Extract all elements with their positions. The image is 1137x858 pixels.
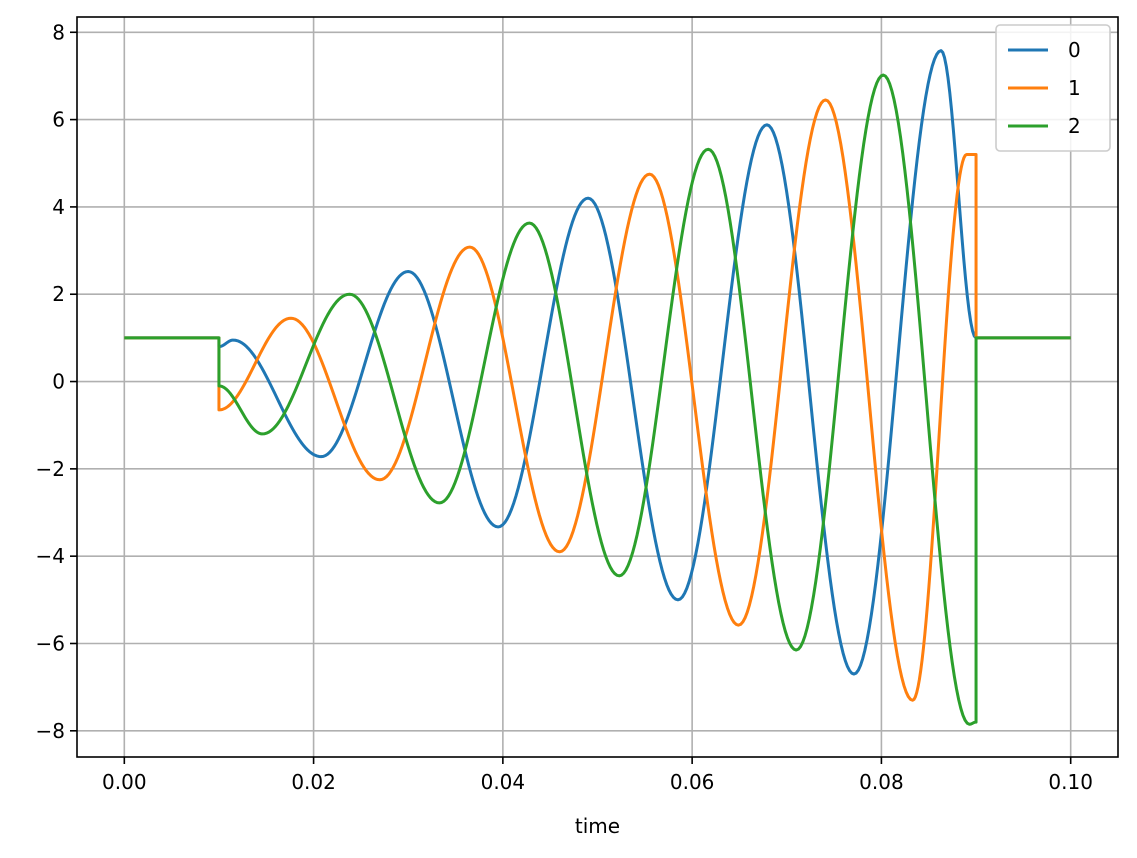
y-tick-label: 8	[52, 20, 65, 44]
x-tick-label: 0.06	[670, 770, 715, 794]
series-line-0	[124, 49, 1071, 676]
y-tick-label: −8	[36, 719, 65, 743]
y-tick-label: 2	[52, 282, 65, 306]
y-tick-label: −2	[36, 457, 65, 481]
x-axis-ticks: 0.00 0.02 0.04 0.06 0.08 0.10	[102, 757, 1093, 794]
x-axis-label: time	[575, 814, 620, 838]
y-tick-label: −4	[36, 544, 65, 568]
legend-box	[995, 24, 1111, 152]
legend-label: 1	[1068, 76, 1081, 100]
legend: 0 1 2	[995, 24, 1111, 152]
x-tick-label: 0.04	[481, 770, 526, 794]
y-tick-label: 4	[52, 195, 65, 219]
y-tick-label: 0	[52, 370, 65, 394]
series-line-2	[124, 73, 1071, 726]
plot-frame	[76, 16, 1119, 758]
x-tick-label: 0.00	[102, 770, 147, 794]
x-tick-label: 0.02	[291, 770, 336, 794]
legend-label: 2	[1068, 114, 1081, 138]
series-lines	[124, 49, 1071, 726]
y-tick-label: 6	[52, 108, 65, 132]
legend-label: 0	[1068, 38, 1081, 62]
series-line-1	[124, 98, 1071, 702]
x-tick-label: 0.10	[1048, 770, 1093, 794]
y-tick-label: −6	[36, 631, 65, 655]
x-tick-label: 0.08	[859, 770, 904, 794]
y-axis-ticks: −8 −6 −4 −2 0 2 4 6 8	[36, 20, 77, 743]
